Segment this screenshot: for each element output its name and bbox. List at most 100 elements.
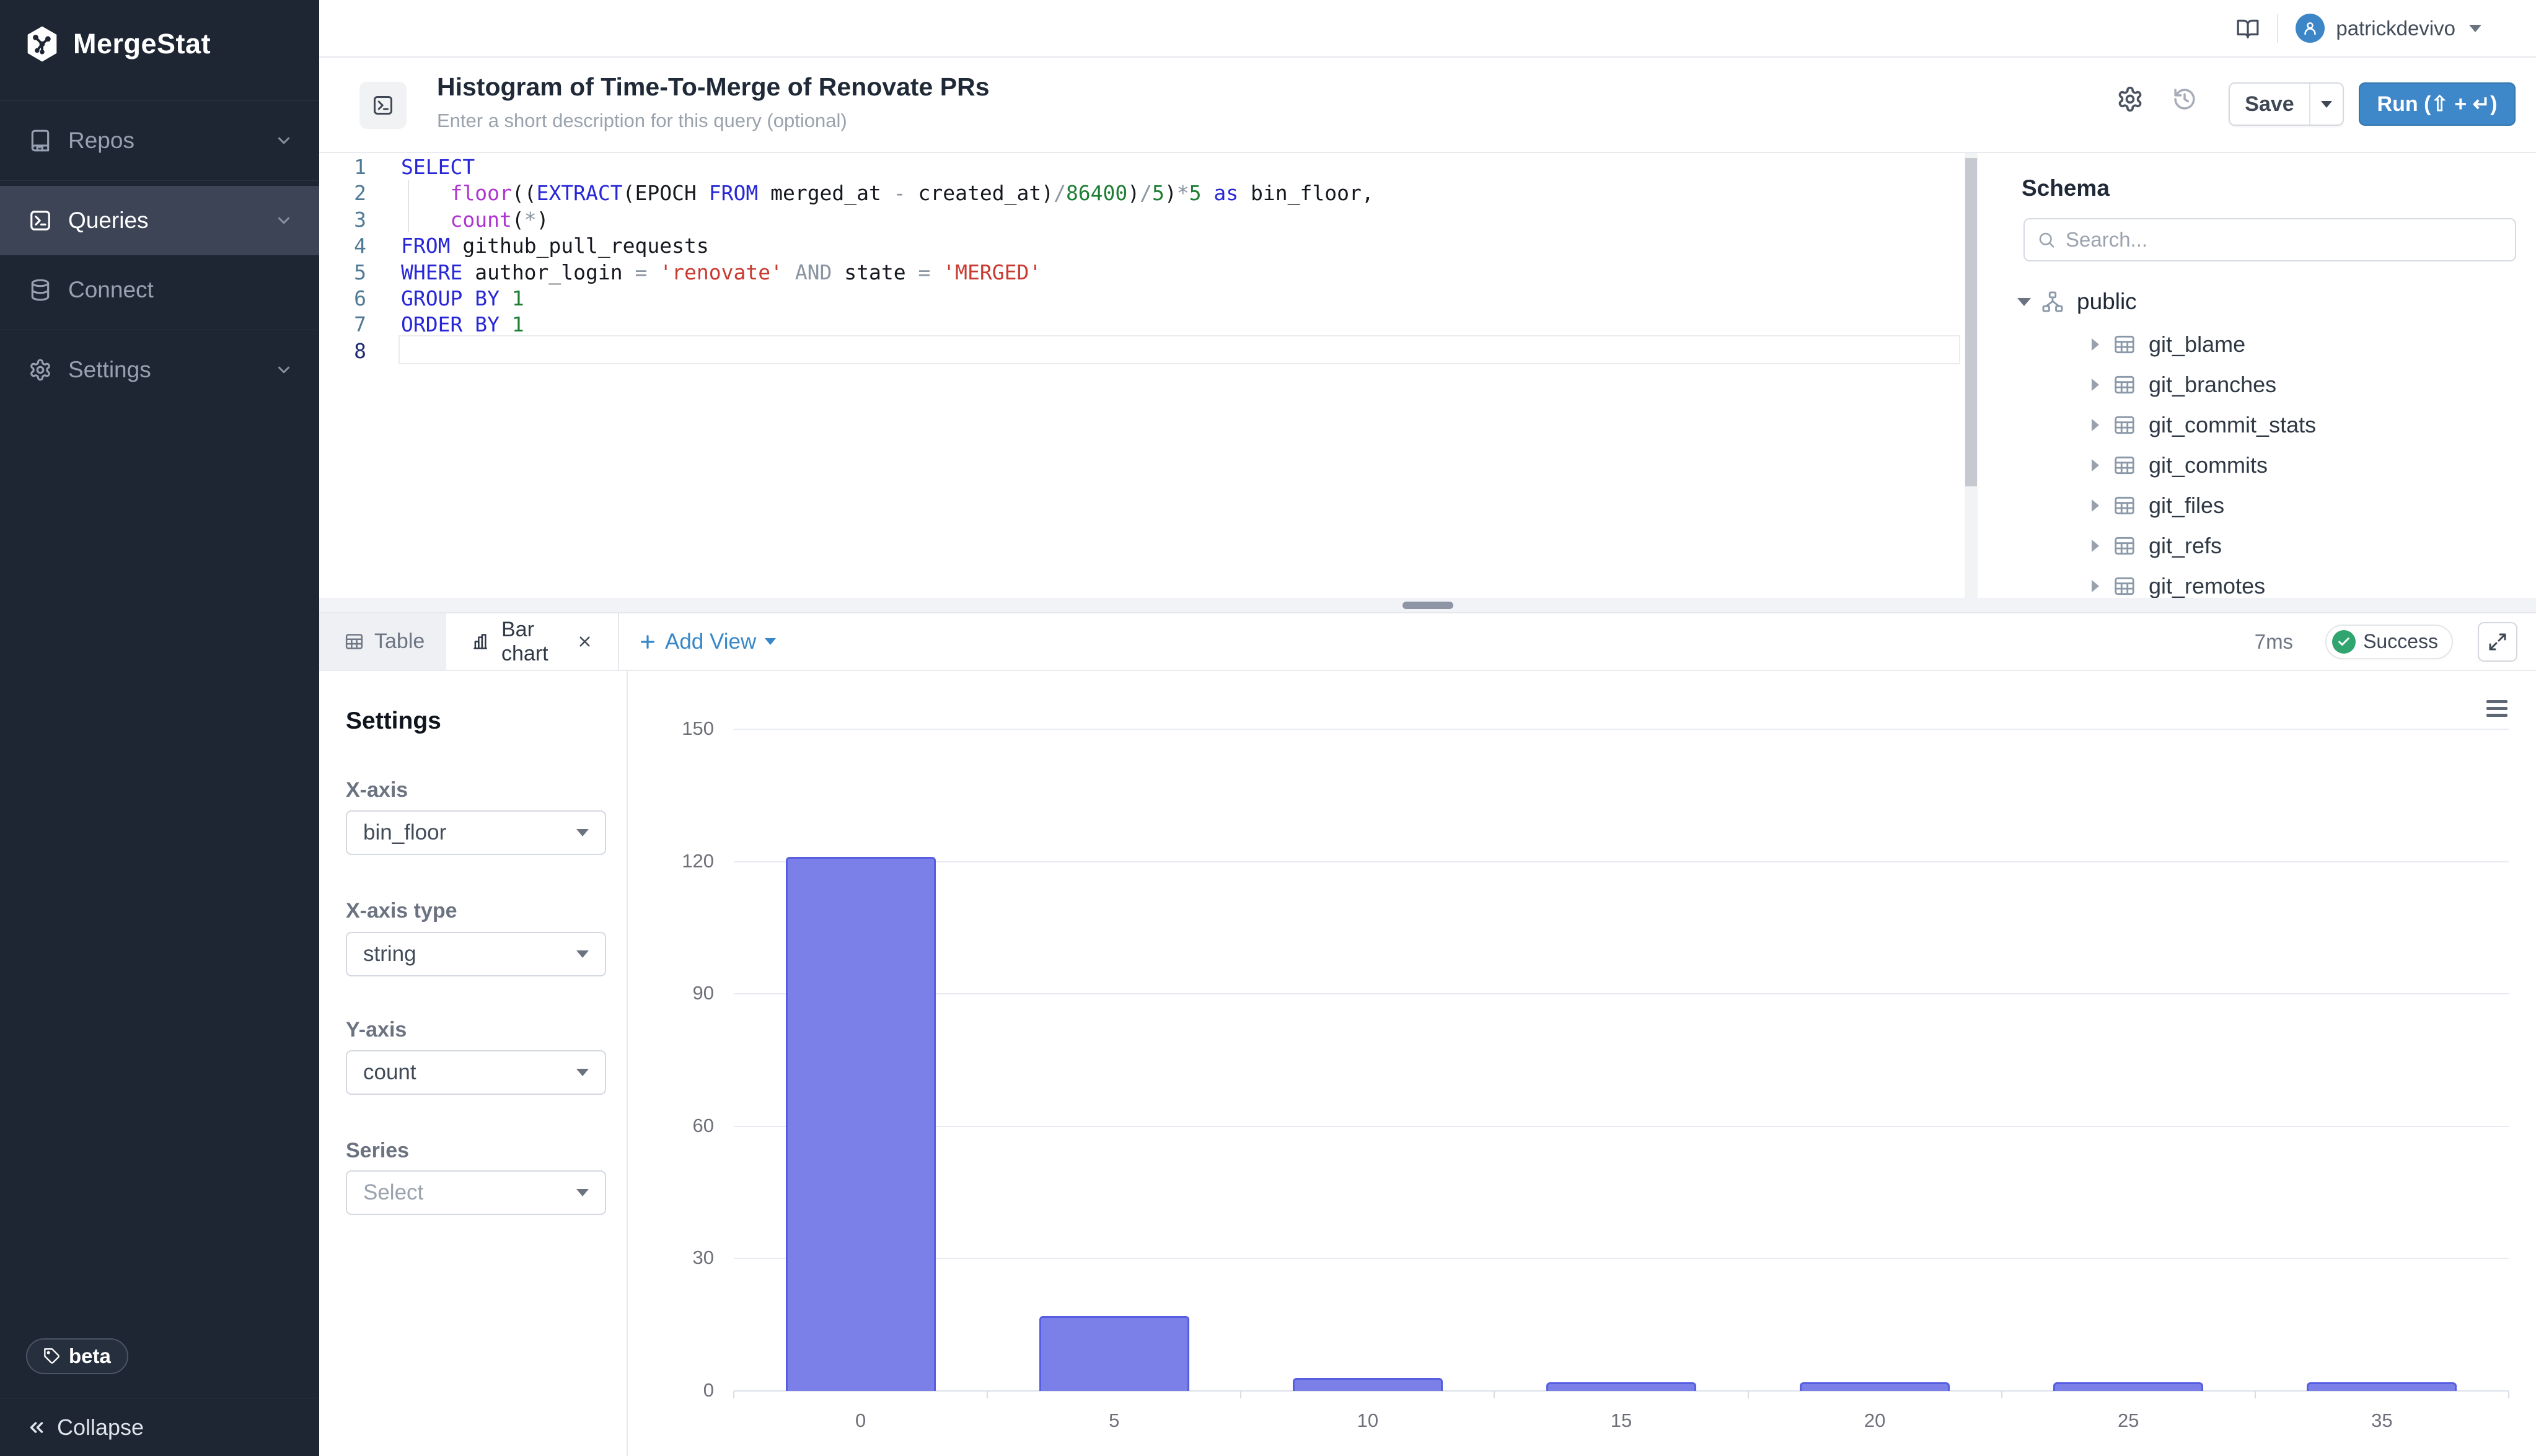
table-icon	[2113, 534, 2136, 558]
schema-tree-item-git_blame[interactable]: git_blame	[1997, 324, 2536, 364]
gridline-y-120	[734, 861, 2509, 862]
user-name: patrickdevivo	[2336, 16, 2455, 40]
caret-collapsed-icon[interactable]	[2092, 378, 2099, 391]
line-number-1: 1	[354, 155, 366, 179]
expand-icon	[2489, 633, 2506, 650]
caret-collapsed-icon[interactable]	[2092, 579, 2099, 592]
chevrons-left-icon	[26, 1417, 47, 1438]
schema-tree-item-git_commits[interactable]: git_commits	[1997, 445, 2536, 485]
x-axis-tick	[2508, 1391, 2509, 1398]
close-tab-icon[interactable]	[576, 633, 593, 650]
tab-table[interactable]: Table	[319, 613, 446, 670]
schema-tree-item-git_branches[interactable]: git_branches	[1997, 364, 2536, 405]
gridline-y-60	[734, 1125, 2509, 1127]
add-view-button[interactable]: Add View	[638, 613, 777, 670]
query-history-icon[interactable]	[2172, 86, 2198, 112]
select-x-axis-type[interactable]: string	[346, 932, 606, 976]
schema-tree-item-git_remotes[interactable]: git_remotes	[1997, 566, 2536, 598]
caret-collapsed-icon[interactable]	[2092, 418, 2099, 431]
sidebar-item-label: Connect	[68, 277, 154, 302]
editor-scrollbar-thumb[interactable]	[1965, 158, 1977, 486]
tab-label: Bar chart	[501, 617, 548, 665]
bar-20-value-2	[1800, 1382, 1950, 1391]
schema-tree-label: public	[2077, 289, 2137, 314]
field-label-x-axis-type: X-axis type	[346, 899, 457, 923]
chart-menu-icon[interactable]	[2486, 700, 2507, 717]
caret-collapsed-icon[interactable]	[2092, 338, 2099, 351]
query-description-input[interactable]: Enter a short description for this query…	[437, 110, 847, 131]
tab-bar-chart[interactable]: Bar chart	[446, 613, 619, 670]
table-icon	[2113, 574, 2136, 598]
code-line-3: count(*)	[450, 207, 549, 232]
select-y-axis[interactable]: count	[346, 1050, 606, 1095]
expand-results-button[interactable]	[2478, 621, 2517, 662]
x-axis-label-35: 35	[2371, 1410, 2393, 1431]
sidebar-item-queries[interactable]: Queries	[0, 186, 319, 255]
select-value: bin_floor	[363, 820, 447, 844]
caret-collapsed-icon[interactable]	[2092, 539, 2099, 552]
editor-code[interactable]: SELECT floor((EXTRACT(EPOCH FROM merged_…	[401, 154, 1374, 364]
query-settings-gear-icon[interactable]	[2116, 86, 2144, 113]
table-icon	[2113, 494, 2136, 517]
code-line-7: ORDER BY 1	[401, 312, 524, 337]
save-options-button[interactable]	[2309, 84, 2343, 125]
mergestat-logo-icon	[27, 26, 57, 62]
caret-expanded-icon[interactable]	[2017, 297, 2031, 306]
caret-collapsed-icon[interactable]	[2092, 458, 2099, 471]
x-axis-label-20: 20	[1864, 1410, 1886, 1431]
sidebar-item-repos[interactable]: Repos	[0, 106, 319, 175]
editor-scrollbar[interactable]	[1965, 153, 1978, 598]
save-button[interactable]: Save	[2245, 92, 2294, 116]
app-title: MergeStat	[73, 28, 211, 59]
bar-5-value-17	[1039, 1315, 1189, 1391]
user-menu-caret-icon[interactable]	[2469, 24, 2481, 32]
x-axis-tick	[1240, 1391, 1242, 1398]
query-duration: 7ms	[2254, 629, 2294, 653]
schema-tree-item-public[interactable]: public	[1997, 279, 2536, 324]
avatar[interactable]	[2296, 14, 2325, 43]
field-label-x-axis: X-axis	[346, 778, 408, 802]
status-label: Success	[2363, 630, 2438, 652]
schema-tree-item-git_commit_stats[interactable]: git_commit_stats	[1997, 405, 2536, 445]
bar-10-value-3	[1292, 1377, 1443, 1391]
select-value: Select	[363, 1180, 424, 1204]
panel-splitter	[319, 598, 2536, 613]
bar-25-value-2	[2053, 1382, 2204, 1391]
schema-search-input[interactable]	[2066, 228, 2503, 252]
schema-heading: Schema	[2022, 175, 2110, 201]
caret-collapsed-icon[interactable]	[2092, 499, 2099, 512]
code-line-4: FROM github_pull_requests	[401, 234, 709, 258]
sidebar-item-connect[interactable]: Connect	[0, 255, 319, 325]
sidebar-nav-group-2: Settings	[0, 330, 319, 410]
sidebar-item-label: Repos	[68, 128, 134, 153]
beta-badge-label: beta	[69, 1344, 111, 1367]
top-bar: patrickdevivo	[319, 0, 2536, 58]
splitter-drag-handle[interactable]	[1402, 602, 1453, 609]
run-button[interactable]: Run (⇧ + ↵)	[2359, 82, 2516, 126]
code-line-6: GROUP BY 1	[401, 286, 524, 310]
x-axis-tick	[2001, 1391, 2002, 1398]
select-series[interactable]: Select	[346, 1170, 606, 1215]
select-x-axis[interactable]: bin_floor	[346, 810, 606, 855]
query-title[interactable]: Histogram of Time-To-Merge of Renovate P…	[437, 72, 990, 101]
docs-book-icon[interactable]	[2236, 17, 2260, 40]
sidebar: MergeStat Repos Queries Connect Settings be…	[0, 0, 319, 1456]
line-number-2: 2	[354, 181, 366, 206]
code-line-1: SELECT	[401, 155, 475, 179]
schema-tree-item-git_files[interactable]: git_files	[1997, 485, 2536, 525]
mergestat-logo[interactable]: MergeStat	[25, 25, 211, 63]
tag-icon	[43, 1348, 61, 1365]
sidebar-item-label: Settings	[68, 357, 151, 382]
sidebar-nav-group-0: Repos	[0, 100, 319, 180]
collapse-sidebar-button[interactable]: Collapse	[0, 1398, 319, 1456]
gridline-y-90	[734, 993, 2509, 995]
table-icon	[2113, 373, 2136, 397]
code-line-5: WHERE author_login = 'renovate' AND stat…	[401, 260, 1042, 284]
x-axis-label-10: 10	[1357, 1410, 1379, 1431]
terminal-icon	[29, 209, 52, 232]
schema-tree: public git_blame git_branches git_commit_st…	[1997, 279, 2536, 598]
sidebar-item-settings[interactable]: Settings	[0, 335, 319, 405]
sidebar-item-label: Queries	[68, 208, 149, 233]
schema-tree-item-git_refs[interactable]: git_refs	[1997, 525, 2536, 566]
